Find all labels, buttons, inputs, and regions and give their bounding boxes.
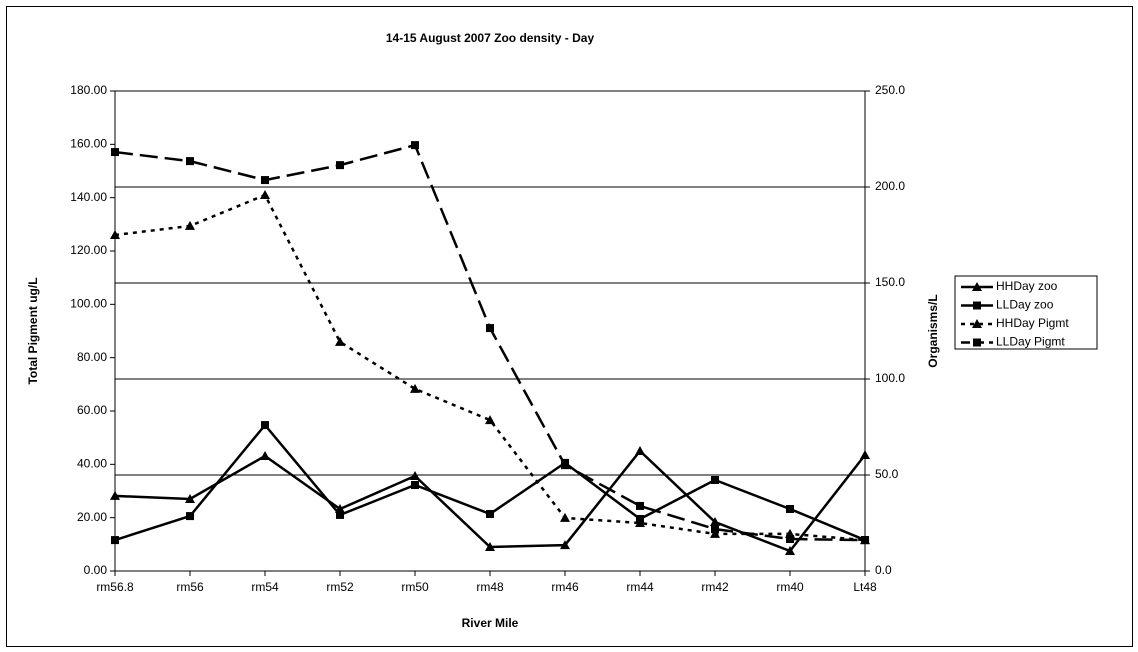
data-point — [110, 230, 120, 239]
data-point — [410, 470, 420, 480]
legend-marker — [973, 338, 981, 347]
data-point — [486, 324, 494, 333]
y-tick-label: 20.00 — [77, 510, 107, 524]
data-point — [560, 540, 570, 550]
y2-tick-label: 200.0 — [875, 179, 905, 193]
data-point — [485, 542, 495, 551]
y-tick-label: 100.00 — [70, 297, 107, 311]
x-tick-label: rm40 — [776, 580, 804, 594]
data-point — [185, 494, 195, 503]
x-tick-label: rm56.8 — [96, 580, 134, 594]
data-point — [710, 528, 720, 538]
data-point — [111, 536, 119, 545]
legend-label: LLDay Pigmt — [996, 335, 1065, 349]
y-tick-label: 80.00 — [77, 350, 107, 364]
data-point — [711, 475, 719, 484]
data-point — [410, 383, 420, 393]
data-point — [711, 525, 719, 534]
legend-marker — [973, 301, 981, 310]
data-point — [786, 535, 794, 543]
x-tick-label: rm46 — [551, 580, 579, 594]
data-point — [561, 461, 569, 470]
y-tick-label: 160.00 — [70, 137, 107, 151]
x-tick-label: rm52 — [326, 580, 354, 594]
data-point — [186, 157, 194, 166]
x-tick-label: rm56 — [176, 580, 204, 594]
data-point — [786, 504, 794, 513]
data-point — [860, 450, 870, 460]
data-point — [336, 161, 344, 170]
data-point — [110, 490, 120, 500]
y2-tick-label: 250.0 — [875, 83, 905, 97]
data-point — [710, 517, 720, 527]
data-point — [636, 501, 644, 510]
data-point — [411, 480, 419, 489]
data-point — [185, 220, 195, 230]
x-tick-label: rm54 — [251, 580, 279, 594]
legend-label: HHDay Pigmt — [996, 316, 1069, 330]
y-tick-label: 0.00 — [84, 563, 108, 577]
y2-tick-label: 150.0 — [875, 275, 905, 289]
legend-marker — [972, 282, 982, 291]
y-tick-label: 180.00 — [70, 83, 107, 97]
x-tick-label: rm42 — [701, 580, 729, 594]
data-point — [635, 518, 645, 527]
chart-title: 14-15 August 2007 Zoo density - Day — [386, 31, 595, 45]
x-axis-title: River Mile — [462, 616, 519, 630]
y2-tick-label: 100.0 — [875, 371, 905, 385]
y-tick-label: 120.00 — [70, 243, 107, 257]
data-point — [336, 510, 344, 519]
x-tick-label: rm48 — [476, 580, 504, 594]
data-point — [560, 512, 570, 522]
data-point — [785, 546, 795, 556]
data-point — [261, 176, 269, 185]
y2-axis-title: Organisms/L — [926, 294, 940, 367]
data-point — [485, 415, 495, 425]
x-tick-label: rm44 — [626, 580, 654, 594]
x-tick-label: Lt48 — [853, 580, 877, 594]
data-point — [861, 536, 869, 545]
y2-tick-label: 0.0 — [875, 563, 892, 577]
legend-label: HHDay zoo — [996, 279, 1058, 293]
y-tick-label: 140.00 — [70, 190, 107, 204]
data-point — [260, 190, 270, 199]
data-point — [186, 512, 194, 521]
legend-marker — [972, 319, 982, 328]
y-tick-label: 40.00 — [77, 457, 107, 471]
y-axis-title: Total Pigment ug/L — [26, 277, 40, 384]
y2-tick-label: 50.0 — [875, 467, 899, 481]
data-point — [635, 446, 645, 455]
legend-label: LLDay zoo — [996, 298, 1054, 312]
data-point — [486, 509, 494, 518]
data-point — [111, 148, 119, 157]
data-point — [335, 336, 345, 346]
data-point — [411, 141, 419, 150]
series-line — [114, 193, 866, 542]
x-tick-label: rm50 — [401, 580, 429, 594]
y-tick-label: 60.00 — [77, 403, 107, 417]
data-point — [261, 421, 269, 430]
data-point — [260, 450, 270, 460]
